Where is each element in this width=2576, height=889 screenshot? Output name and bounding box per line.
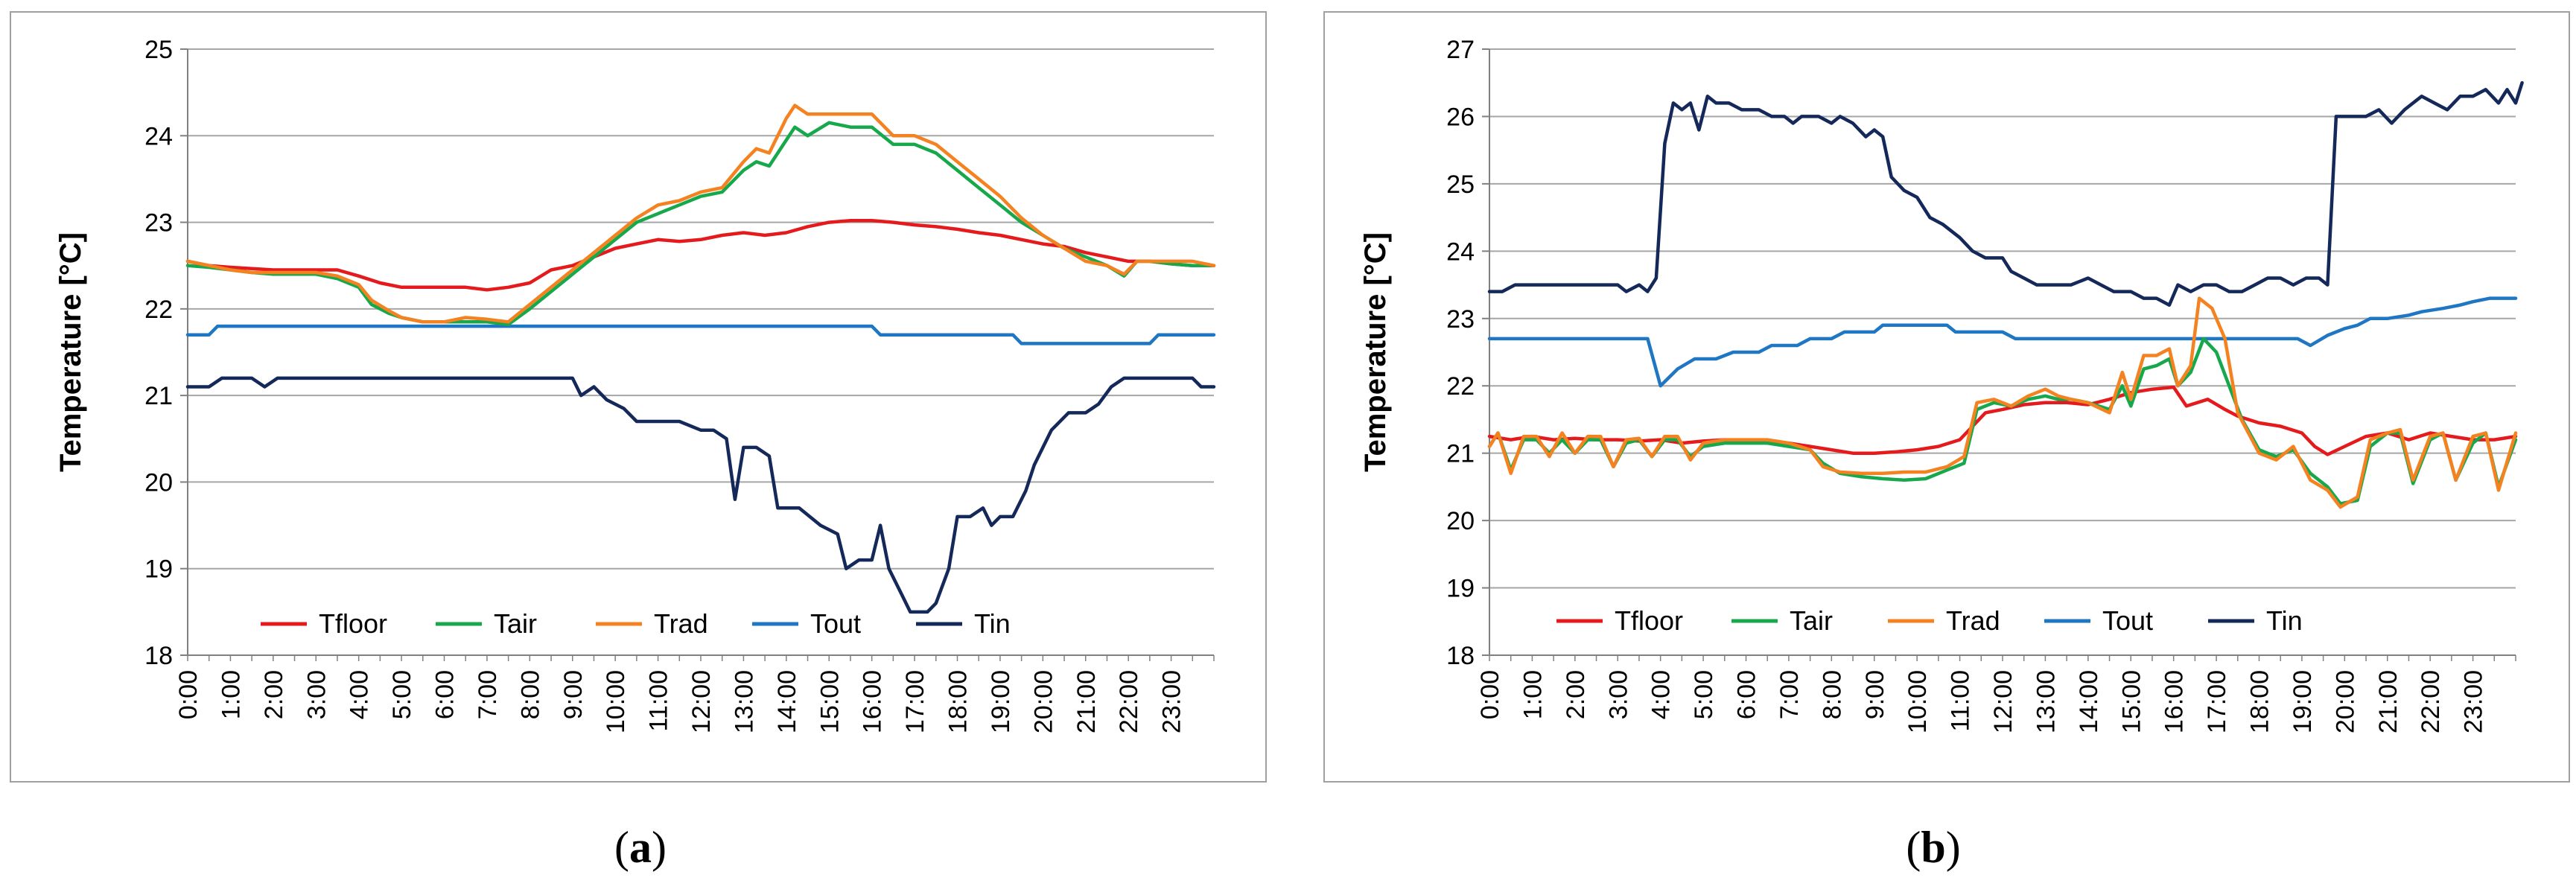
y-axis-label: Temperature [°C] [1359, 232, 1392, 472]
y-tick-label: 18 [144, 642, 173, 670]
x-tick-label: 9:00 [1861, 670, 1889, 719]
x-tick-label: 8:00 [1818, 670, 1846, 719]
x-tick-label: 21:00 [2374, 670, 2402, 733]
x-tick-label: 1:00 [1518, 670, 1547, 719]
x-tick-label: 19:00 [2289, 670, 2317, 733]
legend-label-trad: Trad [1946, 605, 2000, 636]
y-tick-label: 22 [144, 296, 173, 324]
x-tick-label: 18:00 [2246, 670, 2274, 733]
legend-label-tin: Tin [974, 608, 1011, 639]
x-tick-label: 18:00 [944, 670, 973, 733]
caption-open: ( [614, 823, 629, 872]
caption-close: ) [1946, 823, 1961, 872]
x-tick-label: 3:00 [302, 670, 331, 719]
x-tick-label: 23:00 [1158, 670, 1186, 733]
caption-close: ) [652, 823, 667, 872]
caption-letter: b [1921, 823, 1945, 872]
x-tick-label: 14:00 [773, 670, 801, 733]
x-tick-label: 20:00 [2331, 670, 2359, 733]
x-tick-label: 8:00 [516, 670, 544, 719]
y-tick-label: 19 [144, 555, 173, 584]
x-tick-label: 10:00 [1904, 670, 1932, 733]
x-tick-label: 20:00 [1029, 670, 1058, 733]
x-tick-label: 15:00 [815, 670, 844, 733]
x-tick-label: 9:00 [559, 670, 588, 719]
y-tick-label: 23 [1446, 305, 1475, 334]
y-tick-label: 23 [144, 209, 173, 238]
x-tick-label: 1:00 [217, 670, 245, 719]
x-tick-label: 15:00 [2117, 670, 2146, 733]
y-tick-label: 24 [1446, 238, 1475, 266]
y-tick-label: 21 [144, 382, 173, 410]
x-tick-label: 3:00 [1604, 670, 1632, 719]
x-tick-label: 11:00 [645, 670, 673, 732]
x-tick-label: 22:00 [1115, 670, 1143, 733]
x-tick-label: 17:00 [901, 670, 929, 733]
y-tick-label: 27 [1446, 36, 1475, 64]
y-tick-label: 26 [1446, 103, 1475, 131]
x-tick-label: 2:00 [260, 670, 288, 719]
legend-label-trad: Trad [654, 608, 708, 639]
legend-label-tin: Tin [2266, 605, 2303, 636]
x-tick-label: 5:00 [388, 670, 416, 719]
x-tick-label: 12:00 [1989, 670, 2017, 733]
y-tick-label: 25 [1446, 171, 1475, 199]
x-tick-label: 4:00 [346, 670, 374, 719]
legend-label-tout: Tout [810, 608, 861, 639]
x-tick-label: 13:00 [730, 670, 758, 733]
y-tick-label: 20 [1446, 507, 1475, 535]
x-tick-label: 6:00 [431, 670, 459, 719]
series-line-tin [185, 376, 1216, 614]
x-tick-label: 16:00 [2160, 670, 2189, 733]
x-tick-label: 22:00 [2417, 670, 2445, 733]
legend-label-tout: Tout [2102, 605, 2153, 636]
x-tick-label: 11:00 [1947, 670, 1975, 732]
chart-panel-b: 18 19 20 21 22 23 24 25 26 27 0:00 1:00 2:00 3:00 4:00… [1311, 0, 2576, 889]
x-tick-label: 2:00 [1562, 670, 1590, 719]
x-tick-label: 23:00 [2460, 670, 2488, 733]
x-tick-label: 6:00 [1733, 670, 1761, 719]
x-tick-label: 7:00 [474, 670, 502, 719]
y-tick-label: 18 [1446, 642, 1475, 670]
x-tick-label: 7:00 [1775, 670, 1804, 719]
caption-open: ( [1906, 823, 1921, 872]
x-tick-label: 19:00 [987, 670, 1015, 733]
x-tick-label: 14:00 [2075, 670, 2103, 733]
series-line-tin [1487, 80, 2524, 307]
x-tick-label: 13:00 [2032, 670, 2060, 733]
chart-a: 18 19 20 21 22 23 24 25 0:00 1:00 2:00 3:00 4:00 5:00… [10, 11, 1267, 872]
series-line-tfloor [185, 218, 1216, 292]
chart-frame [10, 11, 1267, 783]
series-line-trad [185, 103, 1216, 324]
y-tick-label: 19 [1446, 575, 1475, 603]
x-tick-label: 5:00 [1690, 670, 1718, 719]
x-tick-label: 17:00 [2203, 670, 2231, 733]
y-axis-label: Temperature [°C] [54, 232, 87, 472]
figure-caption: (b) [1906, 823, 1960, 872]
legend-label-tair: Tair [1790, 605, 1833, 636]
y-tick-label: 24 [144, 122, 173, 150]
caption-letter: a [629, 823, 652, 872]
x-tick-label: 10:00 [602, 670, 630, 733]
figure-caption: (a) [614, 823, 667, 872]
x-tick-label: 16:00 [859, 670, 887, 733]
chart-panel-a: 18 19 20 21 22 23 24 25 0:00 1:00 2:00 3:00 4:00 5:00… [0, 0, 1281, 889]
x-tick-label: 21:00 [1072, 670, 1101, 733]
y-tick-label: 22 [1446, 372, 1475, 401]
chart-frame [1323, 11, 2570, 783]
chart-b: 18 19 20 21 22 23 24 25 26 27 0:00 1:00 2:00 3:00 4:00… [1323, 11, 2570, 872]
x-tick-label: 0:00 [174, 670, 203, 719]
series-line-tout [1487, 296, 2518, 388]
y-tick-label: 25 [144, 36, 173, 64]
legend-label-tair: Tair [494, 608, 537, 639]
legend-label-tfloor: Tfloor [1615, 605, 1683, 636]
x-tick-label: 4:00 [1647, 670, 1676, 719]
x-tick-label: 0:00 [1476, 670, 1504, 719]
series-line-tout [185, 324, 1216, 345]
legend-label-tfloor: Tfloor [319, 608, 387, 639]
y-tick-label: 21 [1446, 440, 1475, 468]
series-line-trad [1487, 296, 2518, 509]
y-tick-label: 20 [144, 468, 173, 497]
x-tick-label: 12:00 [687, 670, 716, 733]
